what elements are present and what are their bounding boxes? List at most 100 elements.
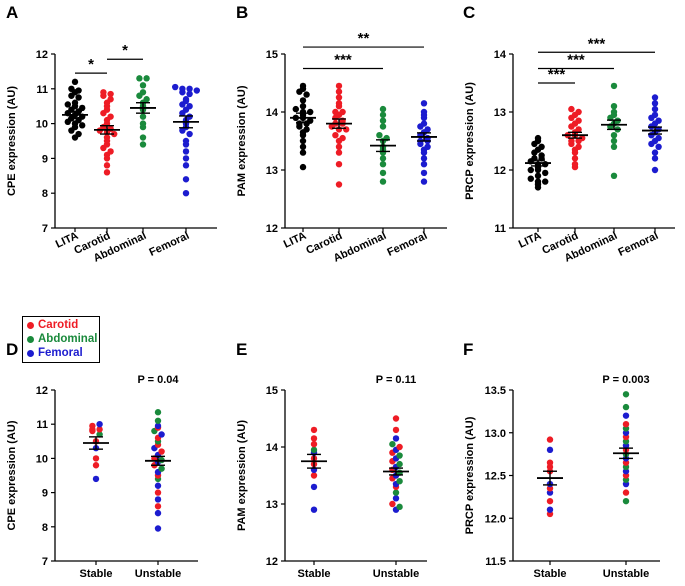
- significance-label: ***: [588, 35, 606, 52]
- panel-letter: A: [6, 3, 18, 22]
- p-value: P = 0.04: [137, 374, 179, 386]
- data-point: [379, 161, 387, 168]
- data-point: [335, 181, 343, 188]
- data-point: [335, 143, 343, 150]
- data-point: [172, 83, 179, 91]
- data-point: [335, 161, 343, 168]
- data-point: [186, 103, 193, 110]
- data-point: [379, 117, 387, 124]
- data-point: [303, 91, 310, 98]
- data-point: [546, 497, 554, 505]
- data-point: [575, 108, 582, 116]
- y-tick-label: 12: [36, 49, 48, 61]
- data-point: [610, 82, 618, 90]
- data-point: [534, 172, 542, 179]
- data-point: [89, 422, 96, 430]
- data-point: [542, 178, 549, 185]
- legend-label: Carotid: [38, 319, 79, 331]
- y-tick-label: 14: [494, 49, 507, 61]
- p-value: P = 0.003: [602, 374, 649, 386]
- legend-label: Femoral: [38, 347, 83, 359]
- data-point: [107, 96, 114, 103]
- data-point: [335, 82, 343, 90]
- y-tick-label: 8: [42, 188, 48, 200]
- y-tick-label: 12: [36, 385, 48, 397]
- data-point: [154, 489, 162, 496]
- significance-label: **: [358, 30, 370, 47]
- x-tick-label: Femoral: [385, 230, 429, 259]
- data-point: [396, 503, 403, 511]
- data-point: [420, 178, 428, 185]
- data-point: [568, 105, 575, 113]
- data-point: [379, 169, 387, 177]
- x-tick-label: Unstable: [135, 568, 181, 580]
- significance-label: *: [122, 42, 128, 59]
- y-tick-label: 10: [36, 119, 48, 131]
- x-tick-label: Stable: [533, 568, 566, 580]
- data-point: [299, 137, 307, 145]
- y-tick-label: 10: [36, 453, 48, 465]
- data-point: [154, 422, 162, 430]
- data-point: [182, 96, 190, 103]
- data-point: [651, 149, 659, 156]
- data-point: [92, 462, 100, 469]
- legend: Carotid Abdominal Femoral: [22, 316, 100, 363]
- y-axis-label: PRCP expression (AU): [464, 416, 476, 534]
- data-point: [538, 152, 545, 159]
- data-point: [96, 431, 103, 438]
- data-point: [154, 503, 162, 510]
- data-point: [622, 489, 630, 496]
- data-point: [379, 105, 387, 113]
- data-point: [139, 120, 147, 127]
- legend-dot: [27, 349, 34, 357]
- data-point: [139, 113, 147, 120]
- data-point: [310, 472, 318, 479]
- panel-D: D 7 8 9 10 11 12 CPE expression (AU) Stable Unsta…: [6, 340, 198, 580]
- data-point: [154, 496, 162, 503]
- data-point: [622, 497, 630, 505]
- data-point: [299, 143, 307, 150]
- data-point: [100, 89, 107, 96]
- y-tick-label: 12: [266, 556, 278, 568]
- data-point: [396, 460, 403, 468]
- data-point: [335, 88, 343, 95]
- data-point: [96, 421, 103, 428]
- data-point: [379, 155, 387, 162]
- data-point: [332, 132, 339, 139]
- data-point: [103, 169, 111, 176]
- data-point: [339, 108, 346, 116]
- data-point: [420, 120, 428, 127]
- data-point: [392, 426, 400, 434]
- data-point: [610, 172, 618, 179]
- y-tick-label: 12: [266, 223, 278, 235]
- data-point: [396, 443, 403, 451]
- p-value: P = 0.11: [376, 374, 416, 386]
- x-tick-label: Unstable: [373, 568, 419, 580]
- data-point: [71, 99, 79, 106]
- data-point: [651, 100, 659, 107]
- y-tick-label: 8: [42, 522, 48, 534]
- x-tick-label: Stable: [297, 568, 330, 580]
- data-point: [651, 105, 659, 113]
- y-axis-label: CPE expression (AU): [6, 420, 18, 530]
- data-point: [610, 103, 618, 110]
- y-tick-label: 7: [42, 223, 48, 235]
- data-point: [610, 143, 618, 150]
- y-tick-label: 11.5: [485, 556, 506, 568]
- y-tick-label: 15: [266, 385, 278, 397]
- data-point: [107, 148, 114, 155]
- data-point: [79, 122, 86, 129]
- y-tick-label: 13: [494, 107, 506, 119]
- data-point: [392, 495, 400, 502]
- data-point: [139, 134, 147, 141]
- y-axis-label: PAM expression (AU): [236, 85, 248, 196]
- legend-dot: [27, 335, 34, 343]
- y-tick-label: 9: [42, 488, 48, 500]
- data-point: [92, 455, 100, 462]
- data-point: [111, 130, 118, 138]
- x-tick-label: Unstable: [603, 568, 649, 580]
- y-tick-label: 15: [266, 49, 278, 61]
- data-point: [546, 446, 554, 454]
